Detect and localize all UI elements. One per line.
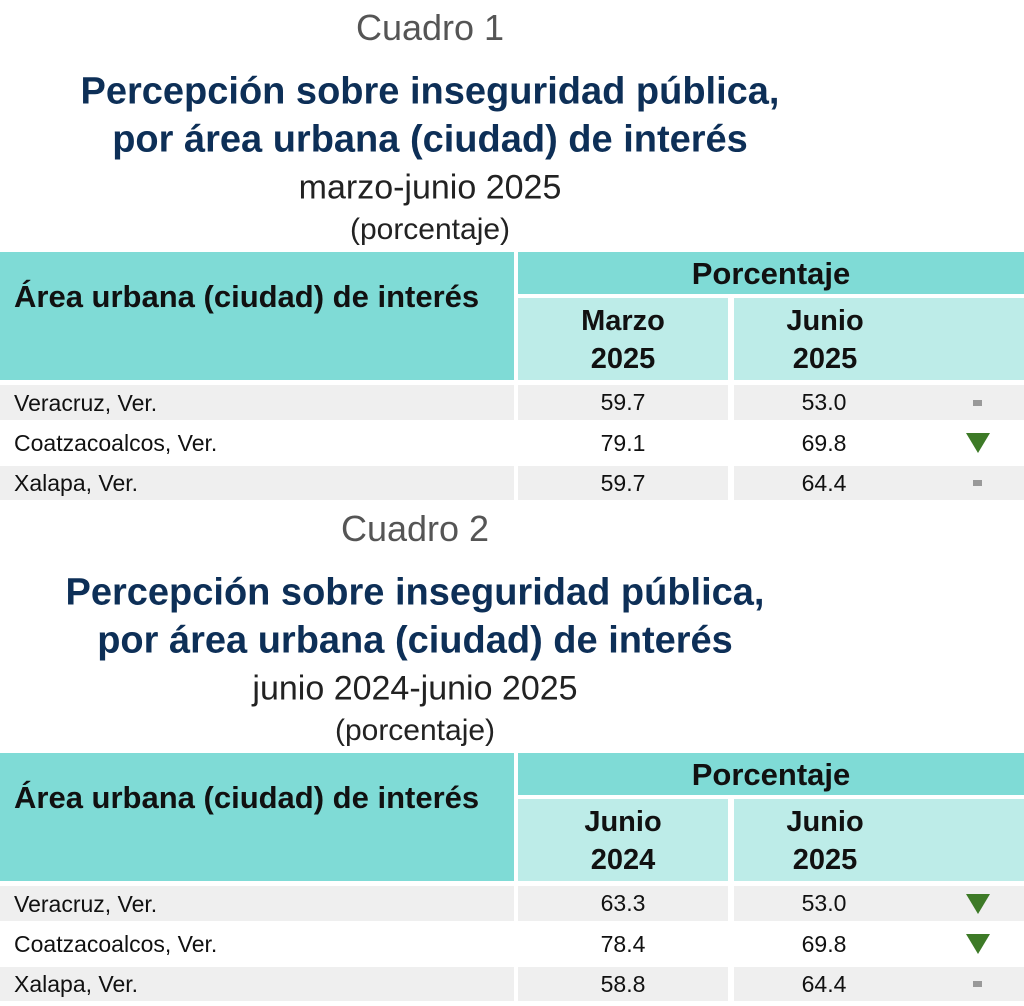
table-block-1: Cuadro 1 Percepción sobre inseguridad pú…	[0, 0, 1024, 500]
period: marzo-junio 2025	[298, 168, 562, 207]
col1-line1: Marzo	[581, 305, 665, 337]
value-col2: 53.0	[801, 389, 847, 415]
decrease-triangle-icon	[966, 433, 990, 453]
title-line-2: por área urbana (ciudad) de interés	[97, 619, 733, 662]
header-group-label: Porcentaje	[691, 757, 851, 792]
decrease-triangle-icon	[966, 934, 990, 954]
value-col1: 63.3	[518, 886, 728, 921]
value-col2: 64.4	[801, 971, 847, 997]
no-change-dash-icon	[973, 480, 982, 486]
column-header-1: Marzo 2025	[518, 298, 728, 380]
header-group: Porcentaje	[518, 753, 1024, 795]
header-area-label: Área urbana (ciudad) de interés	[14, 780, 480, 815]
column-header-1: Junio 2024	[518, 799, 728, 881]
column-header-2: Junio 2025	[734, 799, 1024, 881]
decrease-triangle-icon	[966, 893, 990, 914]
value-col2: 53.0	[801, 890, 847, 916]
city-name: Xalapa, Ver.	[14, 470, 139, 496]
value-col2: 69.8	[801, 931, 847, 957]
no-change-dash-icon	[973, 981, 982, 987]
value-col1: 79.1	[600, 430, 646, 456]
col1-line1: Junio	[584, 806, 662, 838]
unit: (porcentaje)	[334, 714, 496, 747]
city-name: Xalapa, Ver.	[14, 971, 139, 997]
value-col2: 64.4	[801, 470, 847, 496]
header-group-label: Porcentaje	[691, 256, 851, 291]
city-name: Coatzacoalcos, Ver.	[14, 430, 218, 456]
city-name: Coatzacoalcos, Ver.	[14, 931, 218, 957]
city-name: Veracruz, Ver.	[14, 890, 158, 917]
header-area: Área urbana (ciudad) de interés	[0, 753, 514, 881]
value-col1: 58.8	[518, 967, 728, 1001]
col2-line2: 2025	[792, 844, 858, 876]
header-group: Porcentaje	[518, 252, 1024, 294]
value-col1: 59.7	[518, 385, 728, 420]
city-name: Veracruz, Ver.	[14, 389, 158, 416]
period: junio 2024-junio 2025	[252, 669, 578, 708]
col1-line2: 2025	[590, 343, 656, 375]
no-change-dash-icon	[973, 399, 982, 406]
table-block-2: Cuadro 2 Percepción sobre inseguridad pú…	[0, 501, 1024, 1001]
title-line-2: por área urbana (ciudad) de interés	[112, 118, 748, 161]
col1-line2: 2024	[590, 844, 656, 876]
value-col2: 69.8	[801, 430, 847, 456]
unit: (porcentaje)	[349, 213, 511, 246]
value-col1: 59.7	[518, 466, 728, 500]
title-line-1: Percepción sobre inseguridad pública,	[80, 70, 780, 113]
column-header-2: Junio 2025	[734, 298, 1024, 380]
header-area: Área urbana (ciudad) de interés	[0, 252, 514, 380]
header-area-label: Área urbana (ciudad) de interés	[14, 279, 480, 314]
title-line-1: Percepción sobre inseguridad pública,	[65, 571, 765, 614]
col2-line1: Junio	[786, 806, 864, 838]
col2-line1: Junio	[786, 305, 864, 337]
value-col1: 78.4	[600, 931, 646, 957]
col2-line2: 2025	[792, 343, 858, 375]
cuadro-label: Cuadro 2	[340, 508, 490, 549]
cuadro-label: Cuadro 1	[355, 7, 505, 48]
